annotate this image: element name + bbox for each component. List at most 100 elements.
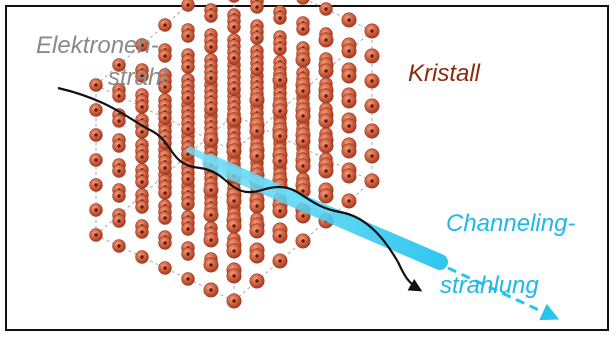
atom [158,49,172,63]
atom [158,261,172,275]
atom [158,236,172,250]
atom [135,150,149,164]
atom [181,197,195,211]
atom [226,218,242,234]
atom [181,272,195,286]
atom [89,228,103,242]
atom [158,111,172,125]
electron-beam-label-line2: strahl [108,64,167,91]
atom [341,93,357,109]
atom [364,173,380,189]
atom [273,42,287,56]
atom [158,80,172,94]
atom [341,68,357,84]
atom [158,211,172,225]
atom [272,203,288,219]
atom [112,164,126,178]
atom [112,239,126,253]
atom [204,9,218,23]
atom [181,122,195,136]
atom [135,69,149,83]
atom [318,138,334,154]
atom [89,178,103,192]
atom [226,293,242,309]
atom [226,268,242,284]
atom [250,31,264,45]
atom [135,175,149,189]
atom [364,23,380,39]
atom [295,133,311,149]
atom [158,18,172,32]
atom [181,0,195,12]
atom [250,0,264,14]
atom [295,108,311,124]
atom [272,228,288,244]
electron-beam-path [57,86,423,292]
atom [112,58,126,72]
atom [135,38,149,52]
atom [181,247,195,261]
atom [364,48,380,64]
atom [226,193,242,209]
atom [319,2,333,16]
atom [318,163,334,179]
atom [89,128,103,142]
atom [181,29,195,43]
atom [226,143,242,159]
channeling-radiation-label-line2: strahlung [440,272,539,299]
atom [249,223,265,239]
atom [249,123,265,139]
atom [318,113,334,129]
atom [204,40,218,54]
atom [228,0,240,3]
atom [272,72,288,88]
atom [203,257,219,273]
atom [295,52,311,68]
atom [272,128,288,144]
atom [203,207,219,223]
atom [203,232,219,248]
atom [318,63,334,79]
atom [364,123,380,139]
atom [295,83,311,99]
atom [318,32,334,48]
atom [89,78,103,92]
atom [318,88,334,104]
atom [89,153,103,167]
atom [135,200,149,214]
atom [204,102,218,116]
atom [272,103,288,119]
atom [135,100,149,114]
atom [135,250,149,264]
channeling-radiation-label-line1: Channeling- [446,210,576,237]
atom [249,273,265,289]
atom [341,43,357,59]
atom [203,182,219,198]
atom [227,51,241,65]
atom [89,203,103,217]
atom [227,82,241,96]
atom [112,189,126,203]
atom [296,0,310,5]
atom [158,161,172,175]
atom [89,103,103,117]
atom [250,62,264,76]
atom [295,158,311,174]
atom [249,248,265,264]
atom [227,20,241,34]
atom [341,193,357,209]
atom [249,92,265,108]
atom [364,98,380,114]
atom [272,153,288,169]
atom [295,233,311,249]
atom [341,143,357,159]
atom [181,91,195,105]
atom [112,214,126,228]
atom [296,22,310,36]
atom [364,148,380,164]
atom [181,172,195,186]
crystal-label: Kristall [408,60,481,87]
atom [341,168,357,184]
atom [249,198,265,214]
atom [273,11,287,25]
